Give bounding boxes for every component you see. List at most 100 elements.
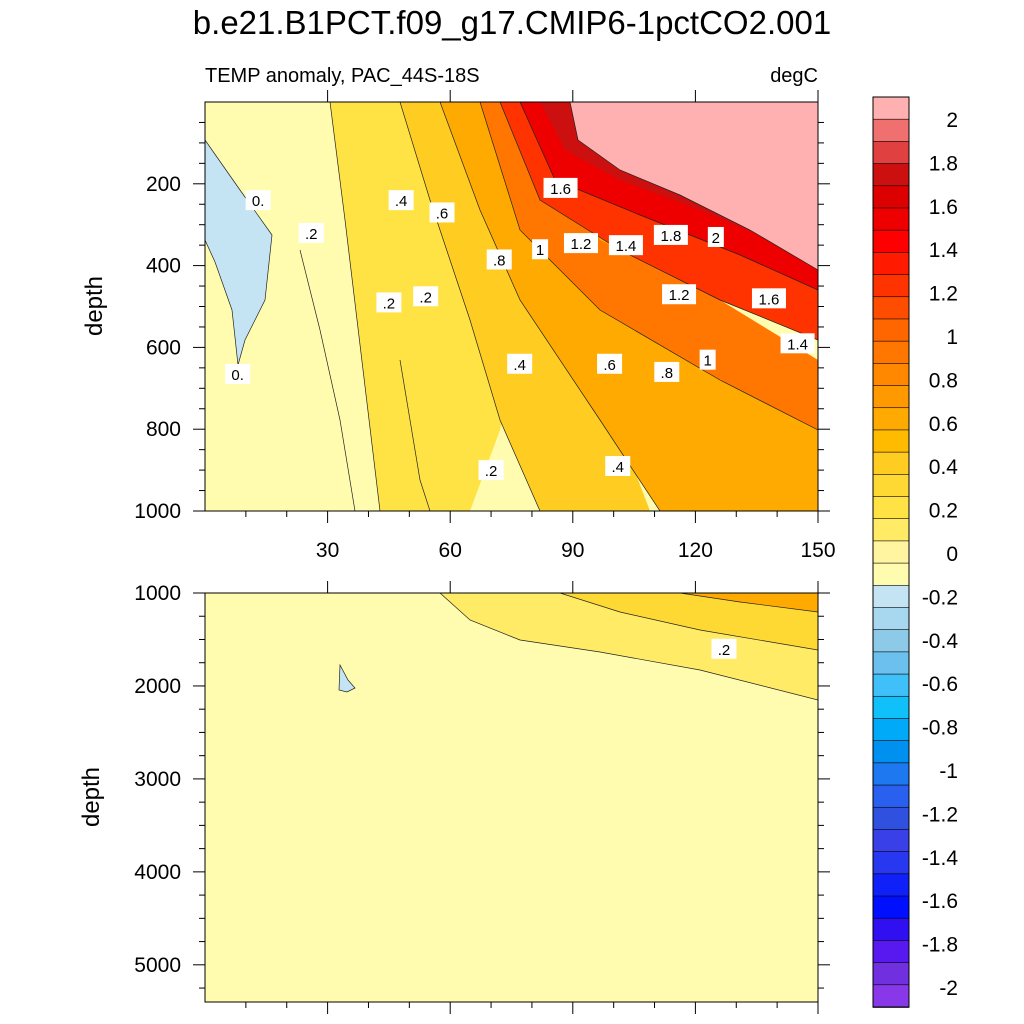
colorbar-swatch [872,607,910,631]
colorbar-label: 0.6 [929,413,958,436]
colorbar-swatch [872,163,910,187]
colorbar-swatch [872,562,910,587]
upper-band-max [570,102,818,270]
contour-label: .2 [485,463,498,480]
colorbar-label: -2 [939,977,958,1000]
colorbar-swatch [872,762,910,786]
colorbar-label: 0.2 [929,500,958,523]
contour-label-box [429,202,455,223]
contour-label: 1.4 [787,336,808,353]
x-tick-label: 30 [316,539,339,562]
colorbar-swatch [872,407,910,431]
colorbar-label: 2 [946,109,958,132]
contour-label: .4 [395,193,408,210]
colorbar: 2 1.8 1.6 1.4 1.2 1 0.8 0.6 0.4 0.2 0 -0.2 -0.4 -0.6 -… [872,96,959,1008]
contour-label-box [225,363,251,384]
y-tick-label: 400 [146,255,181,278]
contour-label-box [751,288,786,309]
colorbar-swatch [872,940,910,964]
colorbar-label: -0.8 [922,717,958,740]
colorbar-label: 1.6 [929,196,958,219]
colorbar-swatch [872,296,910,320]
colorbar-swatch [872,363,910,387]
contour-label: 0. [231,367,244,384]
colorbar-label: -0.4 [922,630,959,653]
colorbar-label: -0.6 [922,673,958,696]
contour-label-box [605,456,631,477]
contour-label-box [654,361,680,382]
upper-ylabel: depth [81,276,108,336]
colorbar-swatch [872,518,910,542]
colorbar-label: 1.8 [929,152,958,175]
colorbar-label: -1.4 [922,847,959,870]
lower-plot-frame [204,592,819,1003]
contour-label: 1 [536,242,544,259]
contour-label: .6 [436,205,449,222]
contour-label: .4 [513,357,526,374]
colorbar-label: -0.2 [922,586,958,609]
colorbar-label: 1 [946,326,958,349]
colorbar-swatch [872,185,910,209]
lower-axes: 1000 2000 3000 4000 5000 [134,581,830,1014]
colorbar-swatch [872,540,910,564]
subtitle-left: TEMP anomaly, PAC_44S-18S [205,65,480,87]
contour-label-box [563,233,598,254]
colorbar-swatch [872,118,910,143]
contour-label: 1.4 [615,238,636,255]
colorbar-swatch [872,984,910,1008]
contour-label-box [653,224,688,245]
upper-contour-lines [299,102,818,511]
lower-panel-field [205,593,818,1002]
colorbar-swatch [872,740,910,764]
colorbar-swatch [872,252,910,276]
y-tick-label: 2000 [134,675,181,698]
x-tick-label: 60 [439,539,462,562]
upper-contour-labels: 0..2.4.6.2.2.81 1.2 1.41.61.8 21.2 1.61.41.8… [225,177,815,481]
colorbar-swatch [872,718,910,742]
figure-title: b.e21.B1PCT.f09_g17.CMIP6-1pctCO2.001 [193,4,831,41]
colorbar-label: 0.8 [929,369,958,392]
contour-label: .2 [718,642,731,659]
colorbar-swatch [872,851,910,875]
contour-label-box [478,460,504,481]
colorbar-label: -1.8 [922,934,958,957]
colorbar-label: -1 [939,760,958,783]
y-tick-label: 3000 [134,768,181,791]
contour-label-box [507,353,533,374]
x-tick-label: 90 [561,539,584,562]
colorbar-swatch [872,873,910,897]
contour-label-box [780,333,815,354]
contour-label-box [532,239,549,260]
colorbar-swatch [872,584,910,609]
upper-panel-field [205,102,818,511]
colorbar-swatch [872,451,910,476]
colorbar-label: 0.4 [929,456,959,479]
colorbar-label: -1.2 [922,803,958,826]
colorbar-swatch [872,917,910,942]
contour-label: .8 [661,365,674,382]
contour-label-box [597,353,623,374]
x-tick-label: 150 [800,539,835,562]
contour-label-box [543,177,578,198]
contour-label-box [608,235,643,256]
lower-contour-labels: .2 [711,638,737,659]
colorbar-swatch [872,695,910,720]
colorbar-swatch [872,651,910,675]
contour-label-box [388,190,414,211]
colorbar-swatch [872,340,910,365]
contour-label: 0. [252,193,265,210]
colorbar-swatch [872,207,910,231]
y-tick-label: 800 [146,418,181,441]
colorbar-label: 1.2 [929,283,958,306]
y-tick-label: 200 [146,173,181,196]
colorbar-swatch [872,962,910,986]
colorbar-label: 1.4 [929,239,959,262]
colorbar-swatch [872,474,910,498]
colorbar-label: 0 [946,543,958,566]
y-tick-label: 4000 [134,861,181,884]
contour-label: 1.2 [669,287,690,304]
lower-band-0.2 [560,593,818,650]
contour-label: 1 [703,353,711,370]
colorbar-swatch [872,496,910,520]
